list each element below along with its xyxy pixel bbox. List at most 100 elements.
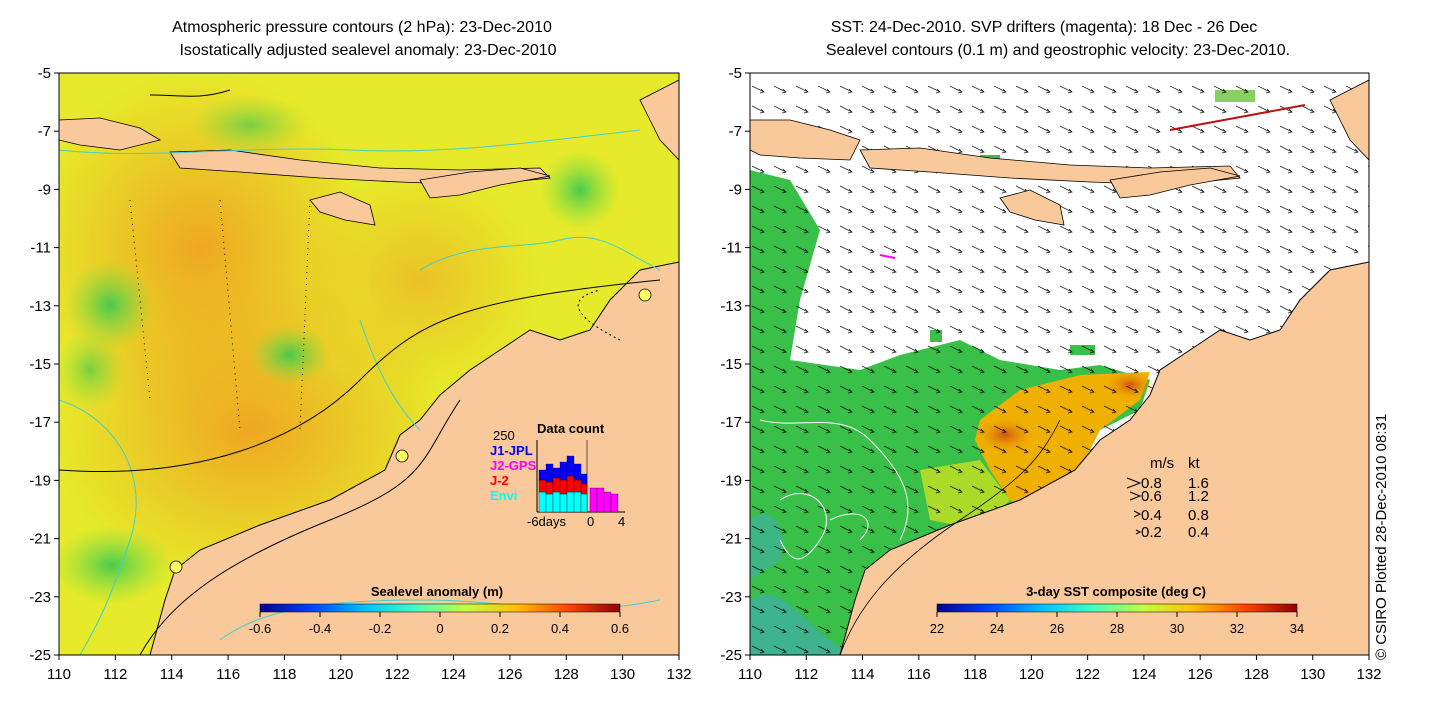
speed-row-4-kt: 0.4 (1188, 524, 1209, 541)
right-x-axis: 110 112 114 116 118 120 122 124 126 128 130 132 (738, 655, 1382, 683)
inset-mission-j2: J-2 (490, 473, 509, 488)
right-x-tick-label: 124 (1131, 666, 1156, 683)
left-map: Atmospheric pressure contours (2 hPa): 2… (29, 19, 691, 683)
left-colorbar-tick-label: -0.6 (249, 621, 271, 636)
right-title-line1: SST: 24-Dec-2010. SVP drifters (magenta)… (831, 19, 1258, 36)
left-x-tick-label: 116 (216, 666, 240, 683)
left-x-tick-label: 110 (47, 666, 71, 683)
right-y-tick-label: -15 (720, 356, 742, 373)
right-y-tick-label: -5 (729, 65, 742, 82)
right-x-tick-label: 126 (1188, 666, 1213, 683)
left-y-tick-label: -11 (30, 240, 51, 257)
left-title-line1: Atmospheric pressure contours (2 hPa): 2… (172, 19, 552, 36)
right-colorbar-tick-label: 26 (1050, 621, 1064, 636)
right-colorbar-tick-label: 28 (1110, 621, 1124, 636)
left-y-tick-label: -9 (38, 181, 51, 198)
left-y-tick-label: -19 (29, 472, 51, 489)
data-count-inset: Data count 250 J1-JPL J2-GPS J-2 Envi (490, 421, 625, 529)
right-colorbar-tick-label: 24 (990, 621, 1004, 636)
right-y-tick-label: -13 (720, 298, 742, 315)
right-x-tick-label: 110 (738, 666, 762, 683)
speed-arrow-icon (1126, 477, 1142, 489)
right-colorbar-tick-label: 32 (1230, 621, 1244, 636)
left-y-tick-label: -17 (29, 414, 51, 431)
credit-text: © CSIRO Plotted 28-Dec-2010 08:31 (1373, 414, 1390, 660)
speed-row-3-kt: 0.8 (1188, 507, 1209, 524)
right-y-axis: -5 -7 -9 -11 -13 -15 -17 -19 -21 -23 -25 (720, 65, 750, 664)
left-y-tick-label: -13 (29, 298, 51, 315)
left-colorbar-tick-label: 0 (436, 621, 443, 636)
right-colorbar-tick-label: 34 (1290, 621, 1304, 636)
speed-row-1-ms: 0.8 (1141, 475, 1162, 492)
speed-row-2-kt: 1.2 (1188, 488, 1209, 505)
inset-bars (538, 455, 619, 513)
right-x-tick-label: 116 (907, 666, 931, 683)
left-x-tick-label: 120 (328, 666, 353, 683)
inset-title: Data count (537, 421, 605, 436)
right-y-tick-label: -17 (720, 414, 742, 431)
speed-arrow-icon (1135, 529, 1142, 535)
speed-row-2-ms: 0.6 (1141, 488, 1162, 505)
left-colorbar-tick-label: 0.4 (551, 621, 569, 636)
right-x-tick-label: 114 (851, 666, 875, 683)
right-x-tick-label: 112 (794, 666, 818, 683)
right-colorbar-tick-label: 22 (930, 621, 944, 636)
left-x-tick-label: 130 (610, 666, 635, 683)
left-map-field (59, 73, 679, 655)
right-y-tick-label: -23 (720, 589, 742, 606)
speed-legend: m/s kt 0.8 1.6 0.6 1.2 0.4 0.8 0.2 0.4 (1126, 455, 1209, 541)
right-x-tick-label: 122 (1075, 666, 1100, 683)
inset-mission-j1: J1-JPL (490, 443, 533, 458)
left-x-tick-label: 112 (103, 666, 127, 683)
speed-row-4-ms: 0.2 (1141, 524, 1162, 541)
right-title-line2: Sealevel contours (0.1 m) and geostrophi… (826, 42, 1290, 59)
inset-mission-envi: Envi (490, 488, 517, 503)
left-x-tick-label: 126 (497, 666, 522, 683)
inset-max-label: 250 (493, 428, 515, 443)
right-y-tick-label: -9 (729, 181, 742, 198)
right-colorbar-tick-label: 30 (1170, 621, 1184, 636)
right-y-tick-label: -21 (720, 531, 742, 548)
speed-legend-header-ms: m/s (1150, 455, 1174, 472)
right-x-tick-label: 132 (1356, 666, 1381, 683)
left-title-line2: Isostatically adjusted sealevel anomaly:… (179, 42, 556, 59)
right-x-tick-label: 120 (1019, 666, 1044, 683)
left-colorbar-tick-label: -0.4 (309, 621, 331, 636)
left-y-tick-label: -5 (38, 65, 51, 82)
speed-row-1-kt: 1.6 (1188, 475, 1209, 492)
right-y-tick-label: -11 (721, 240, 742, 257)
left-x-tick-label: 128 (554, 666, 579, 683)
left-colorbar-label: Sealevel anomaly (m) (371, 584, 503, 599)
speed-arrow-icon (1129, 491, 1142, 501)
speed-row-3-ms: 0.4 (1141, 507, 1162, 524)
right-map-field (750, 73, 1369, 655)
inset-xlabel-start: -6days (527, 514, 567, 529)
speed-arrow-icon (1133, 510, 1142, 518)
left-x-tick-label: 124 (441, 666, 466, 683)
right-y-tick-label: -25 (720, 647, 742, 664)
left-y-tick-label: -7 (38, 123, 51, 140)
left-x-tick-label: 114 (160, 666, 184, 683)
right-colorbar: 3-day SST composite (deg C) 22 24 26 28 30 32… (930, 584, 1304, 636)
right-x-tick-label: 118 (963, 666, 987, 683)
left-x-axis: 110 112 114 116 118 120 122 124 126 128 130 132 (47, 655, 692, 683)
left-y-tick-label: -25 (29, 647, 51, 664)
left-y-tick-label: -15 (29, 356, 51, 373)
left-colorbar-tick-label: 0.6 (611, 621, 629, 636)
right-x-tick-label: 130 (1300, 666, 1325, 683)
right-y-tick-label: -7 (729, 123, 742, 140)
inset-mission-j2gps: J2-GPS (490, 458, 537, 473)
right-map: SST: 24-Dec-2010. SVP drifters (magenta)… (720, 19, 1381, 683)
left-y-axis: -5 -7 -9 -11 -13 -15 -17 -19 -21 -23 -25 (29, 65, 59, 664)
right-colorbar-label: 3-day SST composite (deg C) (1026, 584, 1206, 599)
left-x-tick-label: 132 (666, 666, 691, 683)
left-x-tick-label: 122 (385, 666, 410, 683)
left-y-tick-label: -21 (29, 531, 51, 548)
inset-xlabel-zero: 0 (587, 514, 594, 529)
right-x-tick-label: 128 (1244, 666, 1269, 683)
left-colorbar-tick-label: 0.2 (491, 621, 509, 636)
left-x-tick-label: 118 (272, 666, 296, 683)
inset-xlabel-end: 4 (618, 514, 625, 529)
speed-legend-header-kt: kt (1188, 455, 1201, 472)
